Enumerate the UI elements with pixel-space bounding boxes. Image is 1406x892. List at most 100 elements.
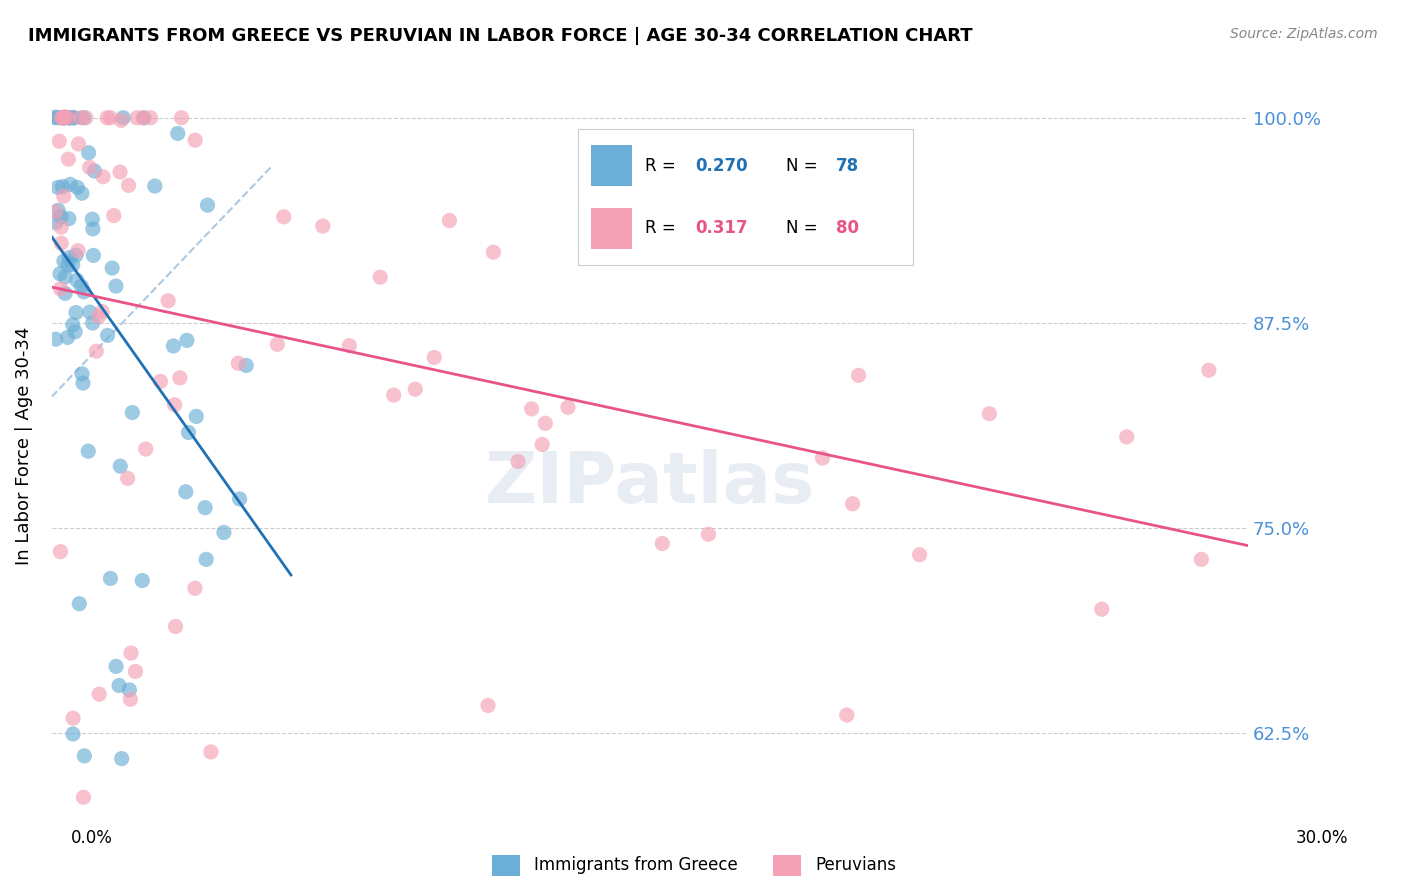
Peruvians xyxy=(228,356,250,370)
Immigrants from Greece xyxy=(45,110,67,124)
Immigrants from Greece xyxy=(66,273,89,287)
Immigrants from Greece xyxy=(63,111,86,125)
Peruvians xyxy=(841,497,863,511)
Peruvians xyxy=(117,178,139,193)
Peruvians xyxy=(578,219,600,234)
Peruvians xyxy=(75,111,97,125)
Immigrants from Greece xyxy=(62,318,84,332)
Peruvians xyxy=(811,450,834,465)
Immigrants from Greece xyxy=(58,111,80,125)
Peruvians xyxy=(697,527,720,541)
Immigrants from Greece xyxy=(176,334,198,348)
Immigrants from Greece xyxy=(53,270,76,285)
Immigrants from Greece xyxy=(121,406,143,420)
Immigrants from Greece xyxy=(82,248,104,262)
Immigrants from Greece xyxy=(82,221,104,235)
Peruvians xyxy=(266,337,288,351)
Peruvians xyxy=(89,687,111,701)
Peruvians xyxy=(132,111,155,125)
Immigrants from Greece xyxy=(67,597,90,611)
Peruvians xyxy=(531,437,554,451)
Text: Source: ZipAtlas.com: Source: ZipAtlas.com xyxy=(1230,27,1378,41)
Peruvians xyxy=(482,245,505,260)
Immigrants from Greece xyxy=(97,328,120,343)
Immigrants from Greece xyxy=(70,279,93,293)
Peruvians xyxy=(45,205,67,219)
Immigrants from Greece xyxy=(51,179,73,194)
Peruvians xyxy=(382,388,405,402)
Immigrants from Greece xyxy=(53,111,76,125)
Peruvians xyxy=(534,417,557,431)
Immigrants from Greece xyxy=(59,111,82,125)
Peruvians xyxy=(157,293,180,308)
Immigrants from Greece xyxy=(195,552,218,566)
Peruvians xyxy=(51,111,73,125)
Immigrants from Greece xyxy=(108,678,131,692)
Bar xyxy=(773,855,801,876)
Peruvians xyxy=(1198,363,1220,377)
Immigrants from Greece xyxy=(73,748,96,763)
Peruvians xyxy=(423,351,446,365)
Immigrants from Greece xyxy=(45,111,67,125)
Immigrants from Greece xyxy=(53,286,76,301)
Peruvians xyxy=(49,282,72,296)
Peruvians xyxy=(368,270,391,285)
Immigrants from Greece xyxy=(52,111,75,125)
Peruvians xyxy=(49,544,72,558)
Immigrants from Greece xyxy=(82,316,104,330)
Immigrants from Greece xyxy=(70,186,93,201)
Immigrants from Greece xyxy=(177,425,200,440)
Immigrants from Greece xyxy=(82,212,104,227)
Peruvians xyxy=(72,790,94,805)
Immigrants from Greece xyxy=(63,325,86,339)
Peruvians xyxy=(66,244,89,258)
Peruvians xyxy=(117,471,139,485)
Immigrants from Greece xyxy=(112,111,135,125)
Peruvians xyxy=(103,209,125,223)
Immigrants from Greece xyxy=(79,305,101,319)
Immigrants from Greece xyxy=(143,179,166,194)
Y-axis label: In Labor Force | Age 30-34: In Labor Force | Age 30-34 xyxy=(15,326,32,566)
Peruvians xyxy=(835,708,858,723)
Immigrants from Greece xyxy=(101,261,124,276)
Peruvians xyxy=(48,134,70,148)
Peruvians xyxy=(86,344,108,359)
Peruvians xyxy=(51,111,73,125)
Peruvians xyxy=(51,236,73,251)
Immigrants from Greece xyxy=(72,111,94,125)
Immigrants from Greece xyxy=(72,376,94,390)
Immigrants from Greece xyxy=(174,484,197,499)
Peruvians xyxy=(87,310,110,324)
Text: Peruvians: Peruvians xyxy=(815,856,897,874)
Peruvians xyxy=(91,304,114,318)
Peruvians xyxy=(337,339,360,353)
Peruvians xyxy=(108,165,131,179)
Peruvians xyxy=(979,407,1001,421)
Text: Immigrants from Greece: Immigrants from Greece xyxy=(534,856,738,874)
Immigrants from Greece xyxy=(235,359,257,373)
Peruvians xyxy=(125,111,148,125)
Peruvians xyxy=(520,401,543,416)
Immigrants from Greece xyxy=(73,285,96,299)
Text: 30.0%: 30.0% xyxy=(1295,829,1348,847)
Peruvians xyxy=(169,371,191,385)
Immigrants from Greece xyxy=(65,305,87,319)
Peruvians xyxy=(79,161,101,175)
Peruvians xyxy=(52,111,75,125)
Peruvians xyxy=(404,382,426,396)
Peruvians xyxy=(1189,552,1212,566)
Peruvians xyxy=(439,213,461,227)
Immigrants from Greece xyxy=(100,571,122,585)
Peruvians xyxy=(58,111,80,125)
Immigrants from Greece xyxy=(70,367,93,381)
Peruvians xyxy=(184,133,207,147)
Immigrants from Greece xyxy=(59,111,82,125)
Immigrants from Greece xyxy=(111,751,134,765)
Immigrants from Greece xyxy=(110,459,132,474)
Peruvians xyxy=(53,110,76,124)
Peruvians xyxy=(110,113,132,128)
Peruvians xyxy=(62,711,84,725)
Peruvians xyxy=(506,454,529,468)
Bar xyxy=(492,855,520,876)
Immigrants from Greece xyxy=(228,491,250,506)
